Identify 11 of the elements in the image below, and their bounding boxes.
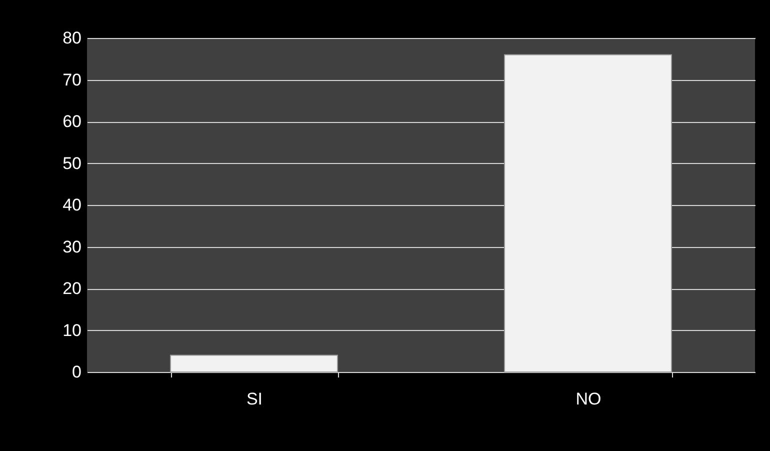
y-tick-label: 20	[62, 279, 82, 298]
y-tick-label: 10	[62, 320, 82, 340]
y-tick-label: 70	[62, 70, 82, 90]
y-tick-label: 80	[62, 28, 82, 48]
y-tick-label: 40	[62, 196, 82, 214]
x-tick-label: NO	[576, 390, 602, 408]
x-tick-label: SI	[246, 390, 263, 408]
y-tick-label: 30	[62, 237, 82, 256]
y-tick-label: 50	[62, 154, 82, 173]
y-tick-label: 60	[62, 112, 82, 131]
y-tick-label: 0	[72, 362, 82, 382]
